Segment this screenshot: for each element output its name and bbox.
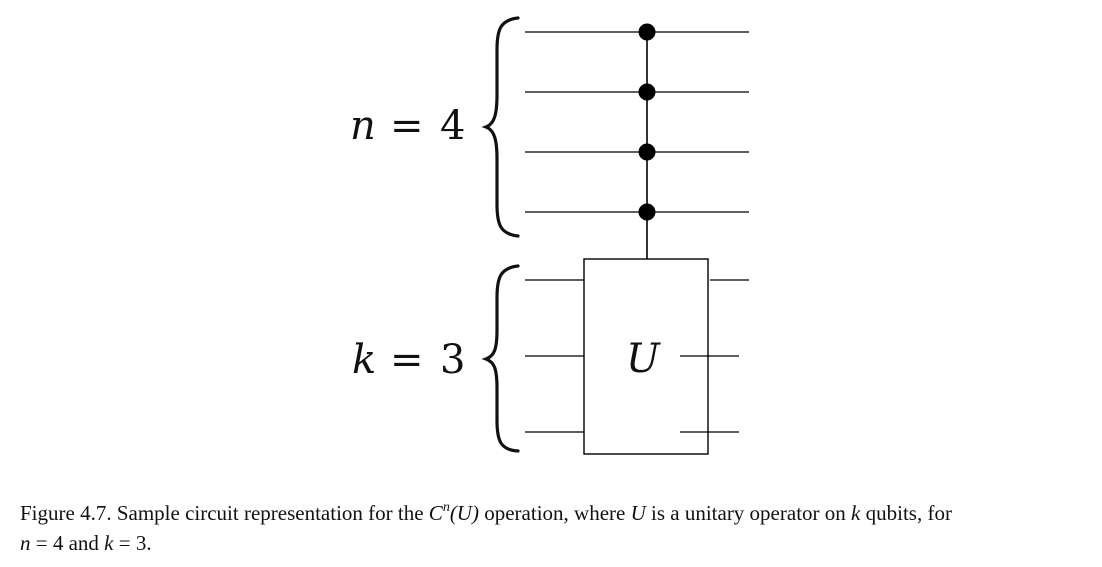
caption-eq-n: = 4 and [30, 531, 105, 555]
control-dot-3 [638, 143, 656, 161]
caption-prefix: Figure 4.7. Sample circuit representatio… [20, 501, 429, 525]
caption-op-base: C [428, 501, 443, 525]
target-group-label: k = 3 [352, 337, 465, 383]
target-symbol: k [352, 337, 376, 383]
caption-mid-2: is a unitary operator on [645, 501, 852, 525]
control-symbol: n [350, 103, 376, 149]
caption-op-arg: (U) [449, 501, 479, 525]
control-value: 4 [440, 103, 465, 149]
control-dot-4 [638, 203, 656, 221]
caption-mid-1: operation, where [478, 501, 631, 525]
control-dots [638, 23, 656, 221]
target-wires-in [525, 279, 584, 433]
circuit-diagram: n = 4 k = 3 U [350, 16, 749, 455]
target-brace [481, 264, 520, 453]
caption-u-symbol: U [630, 501, 646, 525]
control-dot-1 [638, 23, 656, 41]
unitary-gate-label: U [626, 336, 661, 382]
unitary-gate-box [583, 258, 709, 455]
caption-eq-k: = 3. [113, 531, 152, 555]
figure-caption: Figure 4.7. Sample circuit representatio… [20, 498, 1085, 558]
target-value: 3 [440, 337, 465, 383]
caption-op-exponent: n [442, 500, 450, 515]
control-wires [525, 31, 749, 213]
caption-k-symbol: k [851, 501, 861, 525]
control-dot-2 [638, 83, 656, 101]
target-equals: = [390, 337, 424, 383]
caption-k-symbol-2: k [104, 531, 114, 555]
caption-mid-3: qubits, for [860, 501, 952, 525]
control-equals: = [390, 103, 424, 149]
caption-n-symbol: n [20, 531, 31, 555]
control-group-label: n = 4 [350, 103, 465, 149]
target-wires-out [680, 279, 749, 433]
control-brace [481, 16, 520, 238]
